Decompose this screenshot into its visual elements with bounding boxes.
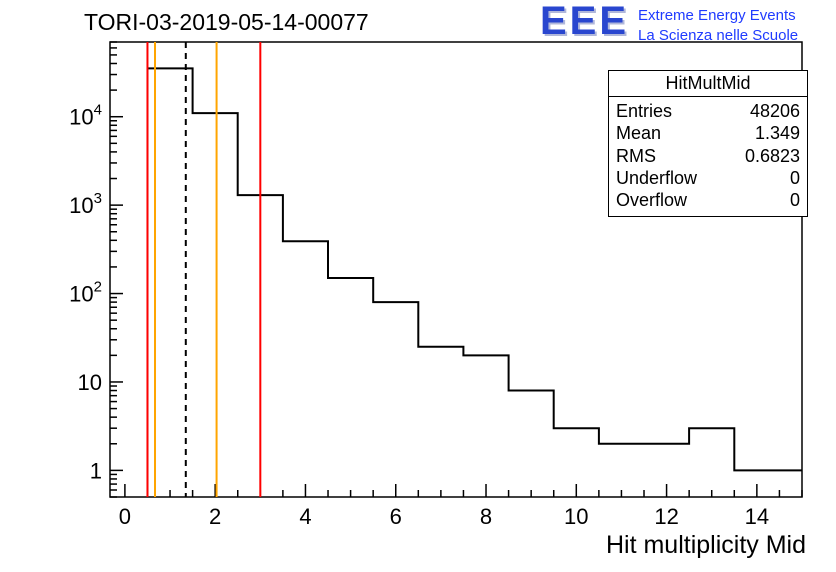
eee-logo: EEE Extreme Energy Events La Scienza nel… <box>540 0 798 45</box>
stats-value: 1.349 <box>754 123 800 144</box>
marker-lines <box>146 42 262 497</box>
eee-logo-caption-line2: La Scienza nelle Scuole <box>638 26 799 44</box>
eee-logo-caption: Extreme Energy Events La Scienza nelle S… <box>638 6 798 45</box>
y-tick-label: 1 <box>90 458 102 483</box>
x-tick-label: 0 <box>119 504 131 529</box>
plot-frame <box>109 41 803 498</box>
stats-box-rows: Entries 48206 Mean 1.349 RMS 0.6823 Unde… <box>609 97 807 216</box>
y-tick-label: 102 <box>69 279 102 307</box>
histogram-step-line <box>146 67 802 497</box>
y-tick-label: 103 <box>69 190 102 218</box>
stats-label: Overflow <box>616 190 688 211</box>
x-tick-label: 10 <box>564 504 588 529</box>
x-tick-label: 14 <box>745 504 769 529</box>
stats-box: HitMultMid Entries 48206 Mean 1.349 RMS … <box>608 70 808 217</box>
stats-label: RMS <box>616 145 656 166</box>
y-tick-label: 104 <box>69 102 102 130</box>
axis-tick-labels: 0 2 4 6 8 10 12 14 1 10 102 103 104 <box>69 102 769 529</box>
stats-label: Entries <box>616 101 673 121</box>
stats-row-rms: RMS 0.6823 <box>616 145 800 167</box>
plot-title: TORI-03-2019-05-14-00077 <box>84 9 369 35</box>
stats-box-title: HitMultMid <box>609 71 807 97</box>
x-tick-label: 6 <box>390 504 402 529</box>
stats-value: 0 <box>789 190 800 211</box>
x-tick-label: 4 <box>299 504 311 529</box>
stats-label: Underflow <box>616 167 698 188</box>
x-axis-title: Hit multiplicity Mid <box>605 531 806 559</box>
stats-value: 0.6823 <box>744 145 800 166</box>
stats-row-underflow: Underflow 0 <box>616 167 800 189</box>
axes <box>109 41 803 498</box>
stats-row-mean: Mean 1.349 <box>616 122 800 144</box>
stats-value: 0 <box>789 167 800 188</box>
x-tick-label: 8 <box>480 504 492 529</box>
x-tick-label: 2 <box>209 504 221 529</box>
stats-row-entries: Entries 48206 <box>616 100 800 122</box>
eee-logo-mark: EEE <box>540 0 630 43</box>
y-tick-label: 10 <box>78 370 102 395</box>
stats-row-overflow: Overflow 0 <box>616 189 800 211</box>
stats-value: 48206 <box>749 101 800 121</box>
x-tick-label: 12 <box>654 504 678 529</box>
stats-label: Mean <box>616 123 662 144</box>
eee-logo-caption-line1: Extreme Energy Events <box>638 7 796 24</box>
